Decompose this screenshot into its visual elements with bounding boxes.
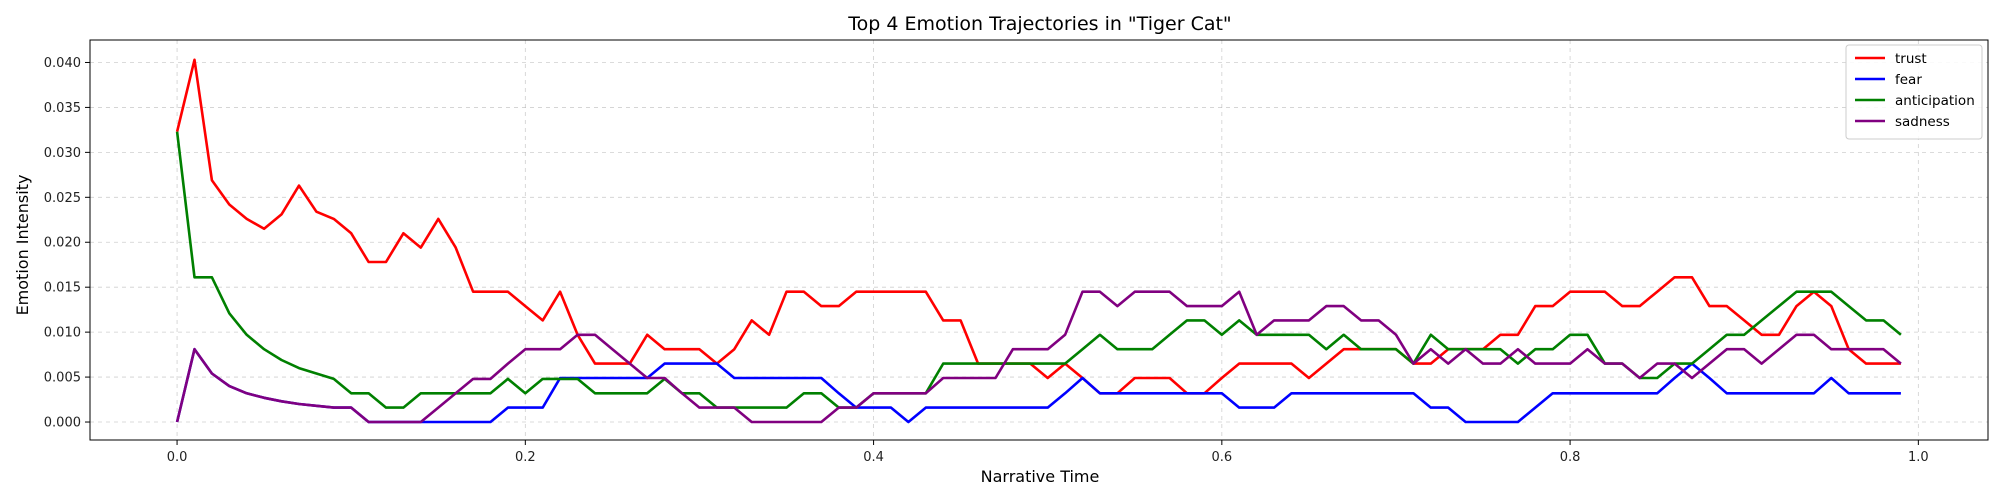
- y-tick-label: 0.020: [44, 236, 81, 251]
- y-tick-label: 0.025: [44, 191, 81, 206]
- y-tick-label: 0.030: [44, 146, 81, 161]
- y-tick-label: 0.010: [44, 326, 81, 341]
- x-tick-label: 0.2: [515, 450, 536, 465]
- x-tick-label: 1.0: [1908, 450, 1929, 465]
- legend: trust fear anticipation sadness: [1845, 44, 1983, 140]
- plot-area-frame: [89, 39, 1989, 441]
- y-axis-ticks: 0.000 0.005 0.010 0.015 0.020 0.025 0.030 0.035…: [44, 56, 90, 431]
- x-axis-ticks: 0.0 0.2 0.4 0.6 0.8 1.0: [167, 440, 1929, 465]
- y-tick-label: 0.005: [44, 371, 81, 386]
- x-tick-label: 0.8: [1560, 450, 1581, 465]
- y-tick-label: 0.035: [44, 101, 81, 116]
- y-axis-label: Emotion Intensity: [13, 175, 32, 316]
- series-line-trust: [175, 58, 1901, 395]
- series-line-fear: [175, 347, 1901, 424]
- legend-label-sadness: sadness: [1895, 114, 1950, 130]
- legend-label-fear: fear: [1895, 72, 1922, 88]
- y-tick-label: 0.040: [44, 56, 81, 71]
- series-lines: [175, 58, 1902, 424]
- legend-box: [1845, 44, 1983, 140]
- legend-label-anticipation: anticipation: [1895, 93, 1975, 109]
- y-tick-label: 0.015: [44, 281, 81, 296]
- x-axis-label: Narrative Time: [981, 467, 1100, 486]
- x-tick-label: 0.4: [863, 450, 884, 465]
- x-tick-label: 0.0: [167, 450, 188, 465]
- y-tick-label: 0.000: [44, 416, 81, 431]
- legend-label-trust: trust: [1895, 51, 1927, 67]
- series-line-sadness: [175, 290, 1902, 424]
- x-tick-label: 0.6: [1211, 450, 1232, 465]
- chart-title: Top 4 Emotion Trajectories in "Tiger Cat…: [847, 13, 1231, 35]
